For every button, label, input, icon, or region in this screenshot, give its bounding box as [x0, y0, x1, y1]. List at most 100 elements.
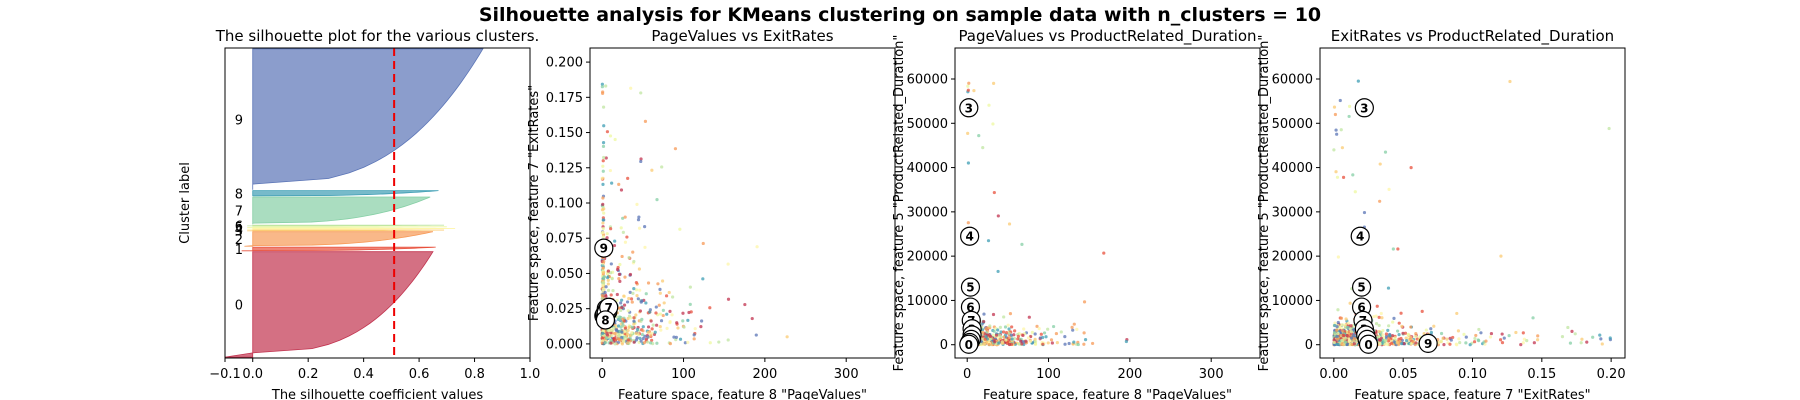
- scatter-points: [1332, 79, 1613, 347]
- data-point: [996, 269, 1000, 274]
- data-point: [616, 340, 621, 344]
- data-point: [1009, 333, 1013, 337]
- data-point: [1008, 312, 1013, 316]
- data-point: [966, 161, 971, 165]
- data-point: [1472, 340, 1477, 344]
- data-point: [1455, 343, 1459, 347]
- data-point: [1479, 331, 1483, 335]
- data-point: [644, 301, 648, 305]
- x-tick-label: 0.6: [409, 367, 430, 382]
- y-tick-label: 0.100: [546, 197, 583, 212]
- x-tick-label: 0.8: [464, 367, 485, 382]
- data-point: [1392, 340, 1396, 344]
- data-point: [1502, 336, 1506, 340]
- data-point: [1003, 325, 1008, 329]
- cluster-center-label-9: 9: [600, 242, 608, 256]
- data-point: [1007, 222, 1012, 226]
- data-point: [991, 122, 995, 126]
- data-point: [635, 294, 639, 298]
- cluster-label-6: 6: [235, 220, 243, 235]
- data-point: [1039, 332, 1043, 336]
- data-point: [605, 232, 609, 236]
- data-point: [1507, 333, 1511, 338]
- data-point: [1522, 337, 1527, 341]
- data-point: [602, 281, 606, 285]
- data-point: [615, 292, 619, 297]
- data-point: [616, 324, 621, 328]
- data-point: [605, 130, 610, 134]
- data-point: [1075, 327, 1079, 331]
- data-point: [1336, 342, 1340, 347]
- axes-frame: [954, 47, 1261, 359]
- data-point: [621, 323, 625, 327]
- data-point: [1429, 327, 1433, 331]
- data-point: [1384, 342, 1388, 346]
- data-point: [700, 319, 704, 323]
- data-point: [993, 340, 997, 344]
- data-point: [1392, 316, 1396, 320]
- data-point: [611, 288, 615, 293]
- data-point: [1341, 329, 1345, 333]
- scatter-chart-1: PageValues vs ExitRates Feature space, fe…: [527, 27, 896, 400]
- data-point: [1432, 324, 1436, 328]
- x-axis-label: Feature space, feature 8 "PageValues": [983, 388, 1232, 400]
- x-tick-label: 200: [1117, 367, 1142, 382]
- data-point: [609, 338, 613, 342]
- data-point: [688, 285, 692, 289]
- cluster-center-9: [1418, 333, 1438, 353]
- data-point: [992, 329, 996, 333]
- data-point: [1022, 327, 1026, 331]
- axes-frame: [589, 47, 896, 359]
- data-point: [1335, 325, 1339, 329]
- data-point: [1377, 323, 1381, 328]
- data-point: [678, 227, 682, 231]
- x-tick-label: 0.10: [1458, 367, 1487, 382]
- data-point: [1579, 341, 1583, 345]
- data-point: [658, 287, 662, 291]
- data-point: [626, 176, 630, 180]
- silhouette-cluster-9: [252, 48, 484, 190]
- data-point: [1082, 331, 1086, 335]
- data-point: [1374, 321, 1379, 326]
- data-point: [1332, 148, 1336, 152]
- data-point: [1441, 336, 1445, 340]
- data-point: [602, 275, 607, 279]
- data-point: [1449, 338, 1453, 342]
- y-tick-label: 0.075: [546, 232, 583, 247]
- data-point: [619, 325, 623, 329]
- data-point: [1336, 331, 1340, 336]
- y-tick-label: 40000: [907, 161, 948, 176]
- data-point: [623, 240, 628, 244]
- data-point: [1429, 330, 1433, 335]
- y-tick-label: 0.050: [546, 267, 583, 282]
- data-point: [1484, 339, 1488, 343]
- data-point: [1012, 333, 1016, 337]
- data-point: [1476, 338, 1480, 342]
- data-point: [623, 326, 628, 330]
- data-point: [637, 267, 641, 271]
- y-tick-label: 0.200: [546, 56, 583, 71]
- y-tick-label: 20000: [907, 250, 948, 265]
- data-point: [1348, 327, 1352, 331]
- x-axis-label: Feature space, feature 7 "ExitRates": [1354, 388, 1590, 400]
- data-point: [1349, 324, 1353, 328]
- data-point: [1382, 336, 1386, 340]
- data-point: [601, 91, 605, 95]
- x-tick-label: −0.1: [209, 367, 241, 382]
- data-point: [601, 221, 605, 225]
- x-tick-label: 0.0: [242, 367, 263, 382]
- data-point: [608, 168, 612, 173]
- data-point: [1059, 330, 1063, 334]
- data-point: [1332, 331, 1337, 335]
- data-point: [643, 245, 647, 249]
- silhouette-cluster-7: [252, 196, 431, 225]
- scatter-points: [600, 82, 789, 346]
- data-point: [1391, 320, 1395, 324]
- data-point: [672, 335, 676, 339]
- data-point: [1386, 286, 1391, 290]
- data-point: [1406, 332, 1410, 336]
- data-point: [609, 271, 613, 275]
- data-point: [1519, 342, 1523, 347]
- data-point: [995, 333, 999, 337]
- data-point: [602, 259, 606, 264]
